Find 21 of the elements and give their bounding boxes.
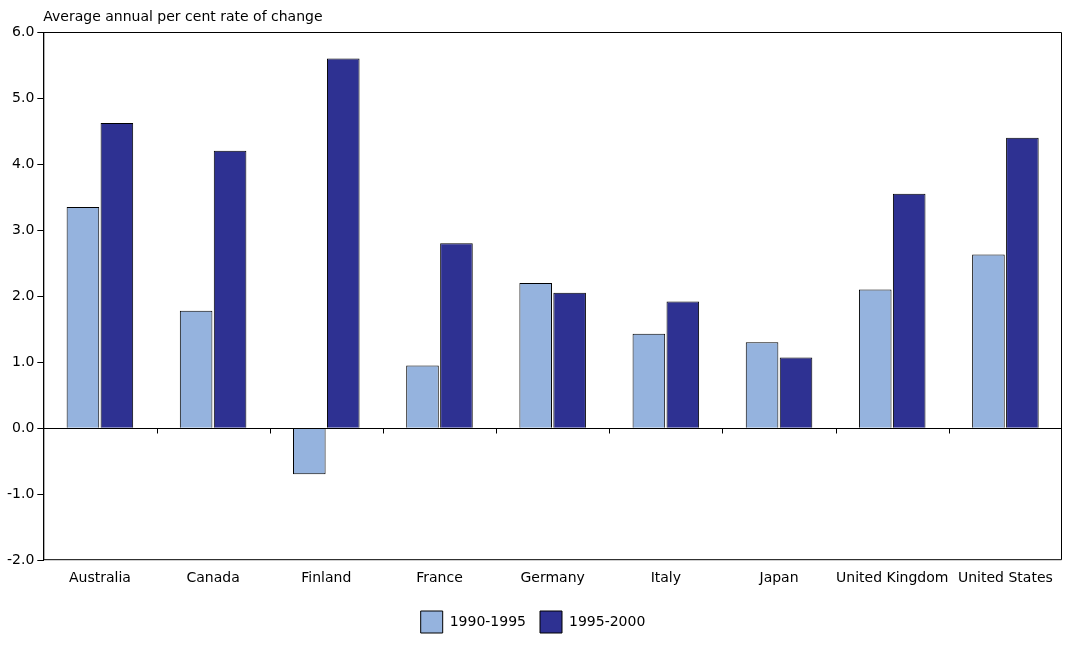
y-tick-label: 6.0 bbox=[12, 22, 35, 39]
x-tick-label: Canada bbox=[186, 569, 240, 586]
y-tick-label: 3.0 bbox=[12, 220, 35, 237]
x-tick-label: United Kingdom bbox=[836, 569, 949, 586]
y-tick-label: 4.0 bbox=[12, 154, 35, 171]
x-tick-label: Finland bbox=[301, 569, 352, 586]
x-tick-label: Germany bbox=[520, 569, 585, 586]
y-axis-title: Average annual per cent rate of change bbox=[43, 7, 323, 24]
x-tick-label: Japan bbox=[758, 569, 799, 586]
x-tick-label: Italy bbox=[650, 569, 682, 586]
y-tick-label: -1.0 bbox=[6, 484, 35, 501]
y-tick-label: 2.0 bbox=[12, 286, 35, 303]
legend-label: 1990-1995 bbox=[449, 612, 526, 629]
y-tick-label: 0.0 bbox=[12, 418, 35, 435]
legend-label: 1995-2000 bbox=[569, 612, 646, 629]
x-tick-label: France bbox=[416, 569, 463, 586]
x-tick-label: United States bbox=[958, 569, 1053, 586]
y-tick-label: 1.0 bbox=[12, 352, 35, 369]
x-tick-label: Australia bbox=[68, 569, 131, 586]
y-tick-label: 5.0 bbox=[12, 88, 35, 105]
y-tick-label: -2.0 bbox=[6, 550, 35, 567]
